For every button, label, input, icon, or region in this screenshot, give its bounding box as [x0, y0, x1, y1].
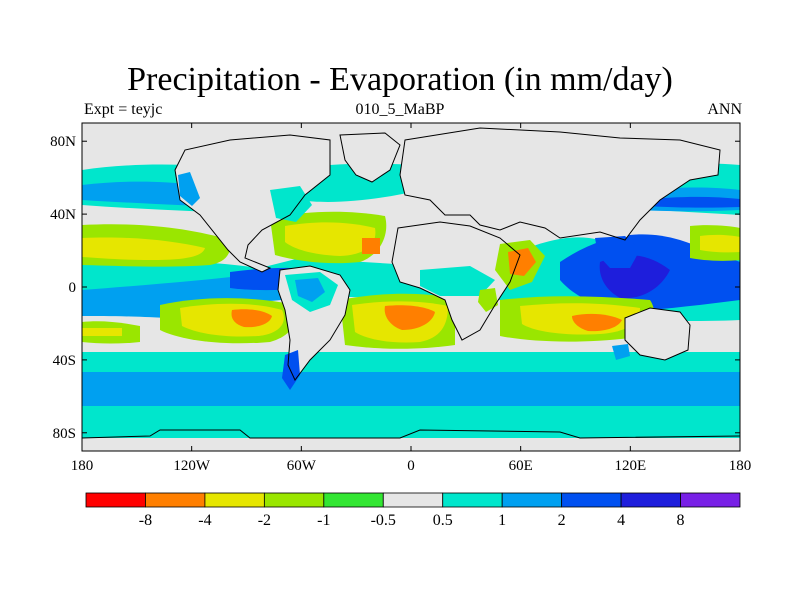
colorbar-swatch [382, 492, 444, 508]
coastline-africa [391, 221, 521, 341]
period-label: 010_5_MaBP [355, 101, 445, 118]
colorbar-swatch [263, 492, 325, 508]
y-tick-label: 40N [50, 207, 76, 223]
season-label: ANN [707, 101, 742, 118]
coastline-australia [624, 307, 691, 361]
experiment-label: Expt = teyjc [84, 101, 163, 118]
australia-land [625, 308, 690, 360]
colorbar: -8 -4 -2 -1 -0.5 0.5 1 2 4 8 [85, 492, 741, 529]
amazon-wet-core [295, 278, 325, 302]
colorbar-label: -4 [198, 512, 211, 529]
south-pacific-band [82, 297, 170, 318]
north-america-land [175, 135, 330, 272]
antarctic-margin [82, 424, 740, 438]
x-tick-label: 180 [729, 458, 752, 474]
colorbar-label: -1 [317, 512, 330, 529]
west-pacific-south-dry-core [82, 328, 122, 336]
colorbar-swatch [680, 492, 741, 508]
colorbar-label: 0.5 [433, 512, 453, 529]
north-atlantic-dry-core [362, 238, 380, 254]
x-tick-label: 0 [407, 458, 415, 474]
x-tick-label: 180 [71, 458, 94, 474]
antarctica-land [82, 438, 740, 451]
colorbar-swatch [561, 492, 622, 508]
coastline-north-america [174, 134, 331, 273]
coastlines [81, 127, 741, 439]
colorbar-label: 4 [617, 512, 625, 529]
north-america-west-coast [178, 172, 200, 206]
y-tick-label: 40S [53, 353, 76, 369]
north-indian-subtropics-core [700, 234, 740, 253]
colorbar-swatch [501, 492, 563, 508]
north-pacific-subtropics-core [82, 237, 205, 260]
sahara-margin [478, 288, 498, 312]
x-tick-label: 120W [173, 458, 211, 474]
north-pacific-core [640, 196, 740, 208]
y-tick-label: 0 [69, 280, 77, 296]
coastline-greenland [339, 132, 401, 183]
colorbar-swatch [204, 492, 265, 508]
central-africa-wet [420, 266, 495, 296]
colorbar-label: -8 [139, 512, 152, 529]
coastline-south-america [277, 265, 351, 381]
x-tick-label: 60E [509, 458, 533, 474]
colorbar-label: 2 [558, 512, 566, 529]
coastline-antarctica [81, 429, 741, 439]
colorbar-label: 1 [498, 512, 506, 529]
x-tick-label: 60W [287, 458, 317, 474]
y-tick-label: 80N [50, 134, 76, 150]
greenland-land [340, 133, 400, 182]
colorbar-label: -0.5 [371, 512, 396, 529]
map-title: Precipitation - Evaporation (in mm/day) [127, 61, 673, 98]
south-indian-dry-core [572, 313, 622, 332]
colorbar-swatch [442, 492, 503, 508]
south-pacific-dry-core [231, 309, 272, 328]
colorbar-swatch [620, 492, 681, 508]
south-atlantic-dry-core [384, 305, 435, 330]
y-tick-label: 80S [53, 426, 76, 442]
colorbar-swatch [323, 492, 384, 508]
colorbar-label: 8 [677, 512, 685, 529]
north-atlantic-subtropics-core [285, 222, 376, 256]
colorbar-swatch [85, 492, 146, 508]
southeast-asia-wet [595, 236, 640, 268]
x-tick-label: 120E [614, 458, 646, 474]
coastline-eurasia [399, 127, 721, 241]
map-axes: 180 120W 60W 0 60E 120E 180 80N 40N 0 40S 80S [50, 123, 751, 474]
colorbar-label: -2 [258, 512, 271, 529]
north-america-east-wet [270, 186, 312, 222]
southern-ocean-band-core [82, 372, 740, 406]
eurasia-land [400, 128, 720, 240]
field-layer [82, 123, 740, 451]
south-indian-blue [612, 344, 630, 360]
colorbar-swatch [145, 492, 206, 508]
